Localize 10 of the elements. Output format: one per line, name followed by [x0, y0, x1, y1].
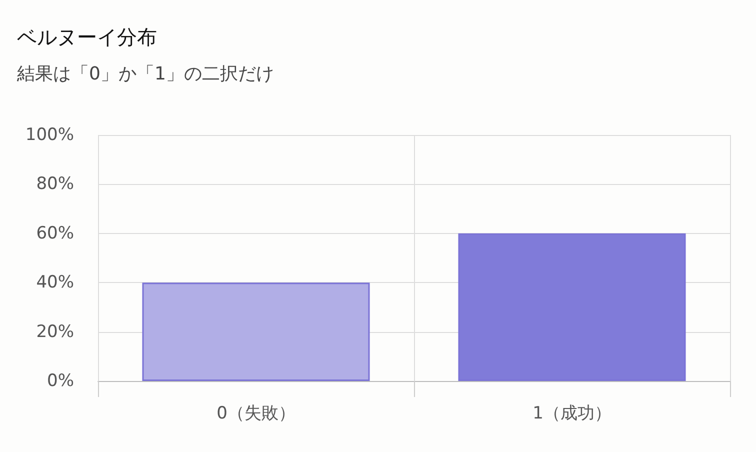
y-tick-label: 100%	[25, 125, 74, 145]
y-tick-label: 40%	[36, 272, 74, 293]
y-tick-label: 60%	[36, 223, 74, 244]
y-tick-label: 0%	[47, 371, 74, 391]
x-tick-label: 0（失敗）	[216, 404, 296, 424]
y-tick-label: 20%	[36, 322, 74, 342]
chart-subtitle: 結果は「0」か「1」の二択だけ	[16, 64, 274, 84]
x-tick-label: 1（成功）	[532, 404, 612, 424]
chart-title: ベルヌーイ分布	[17, 25, 157, 49]
y-tick-label: 80%	[36, 174, 74, 194]
